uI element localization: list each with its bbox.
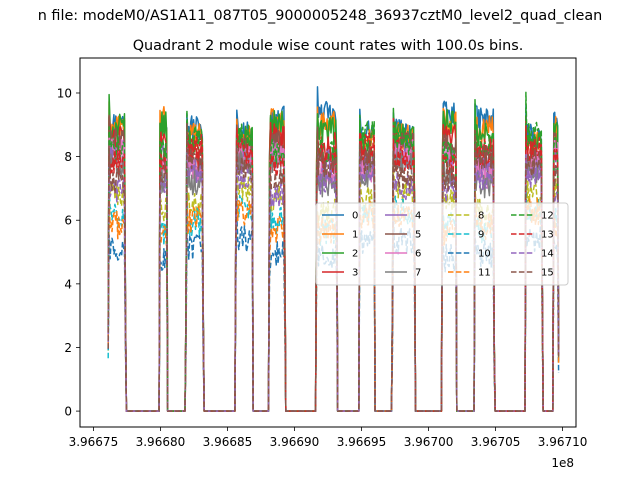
x-tick-label: 3.96675 [69,435,119,449]
plot-frame [79,57,577,428]
y-axis: 0 2 4 6 8 10 [57,86,80,419]
x-tick-label: 3.96685 [203,435,253,449]
y-tick-label: 6 [64,214,72,228]
legend-label-5: 5 [415,230,421,241]
legend-label-7: 7 [415,268,421,279]
x-tick-label: 3.96710 [538,435,588,449]
legend-label-8: 8 [478,211,484,222]
legend-label-2: 2 [352,249,358,260]
x-tick-label: 3.96680 [136,435,186,449]
y-tick-label: 10 [57,86,72,100]
legend-label-14: 14 [541,249,554,260]
legend-label-10: 10 [478,249,491,260]
legend-box [315,202,569,286]
x-offset-label: 1e8 [551,456,574,470]
y-tick-label: 2 [64,341,72,355]
chart-title: Quadrant 2 module wise count rates with … [133,38,524,54]
x-tick-label: 3.96695 [337,435,387,449]
legend-label-3: 3 [352,268,358,279]
x-axis: 3.96675 3.96680 3.96685 3.96690 3.96695 3.967… [69,427,588,449]
y-tick-label: 0 [64,405,72,419]
x-tick-label: 3.96705 [471,435,521,449]
x-tick-label: 3.96690 [270,435,320,449]
y-tick-label: 4 [64,277,72,291]
chart-suptitle: n file: modeM0/AS1A11_087T05_9000005248_… [38,8,603,24]
x-tick-label: 3.96700 [404,435,454,449]
legend-label-15: 15 [541,268,554,279]
series-line-15 [107,122,560,412]
y-tick-label: 8 [64,150,72,164]
legend-label-9: 9 [478,230,484,241]
legend-label-4: 4 [415,211,421,222]
legend-label-13: 13 [541,230,554,241]
legend-label-0: 0 [352,211,358,222]
legend-label-12: 12 [541,211,554,222]
legend-label-1: 1 [352,230,358,241]
legend-label-11: 11 [478,268,491,279]
legend-label-6: 6 [415,249,421,260]
